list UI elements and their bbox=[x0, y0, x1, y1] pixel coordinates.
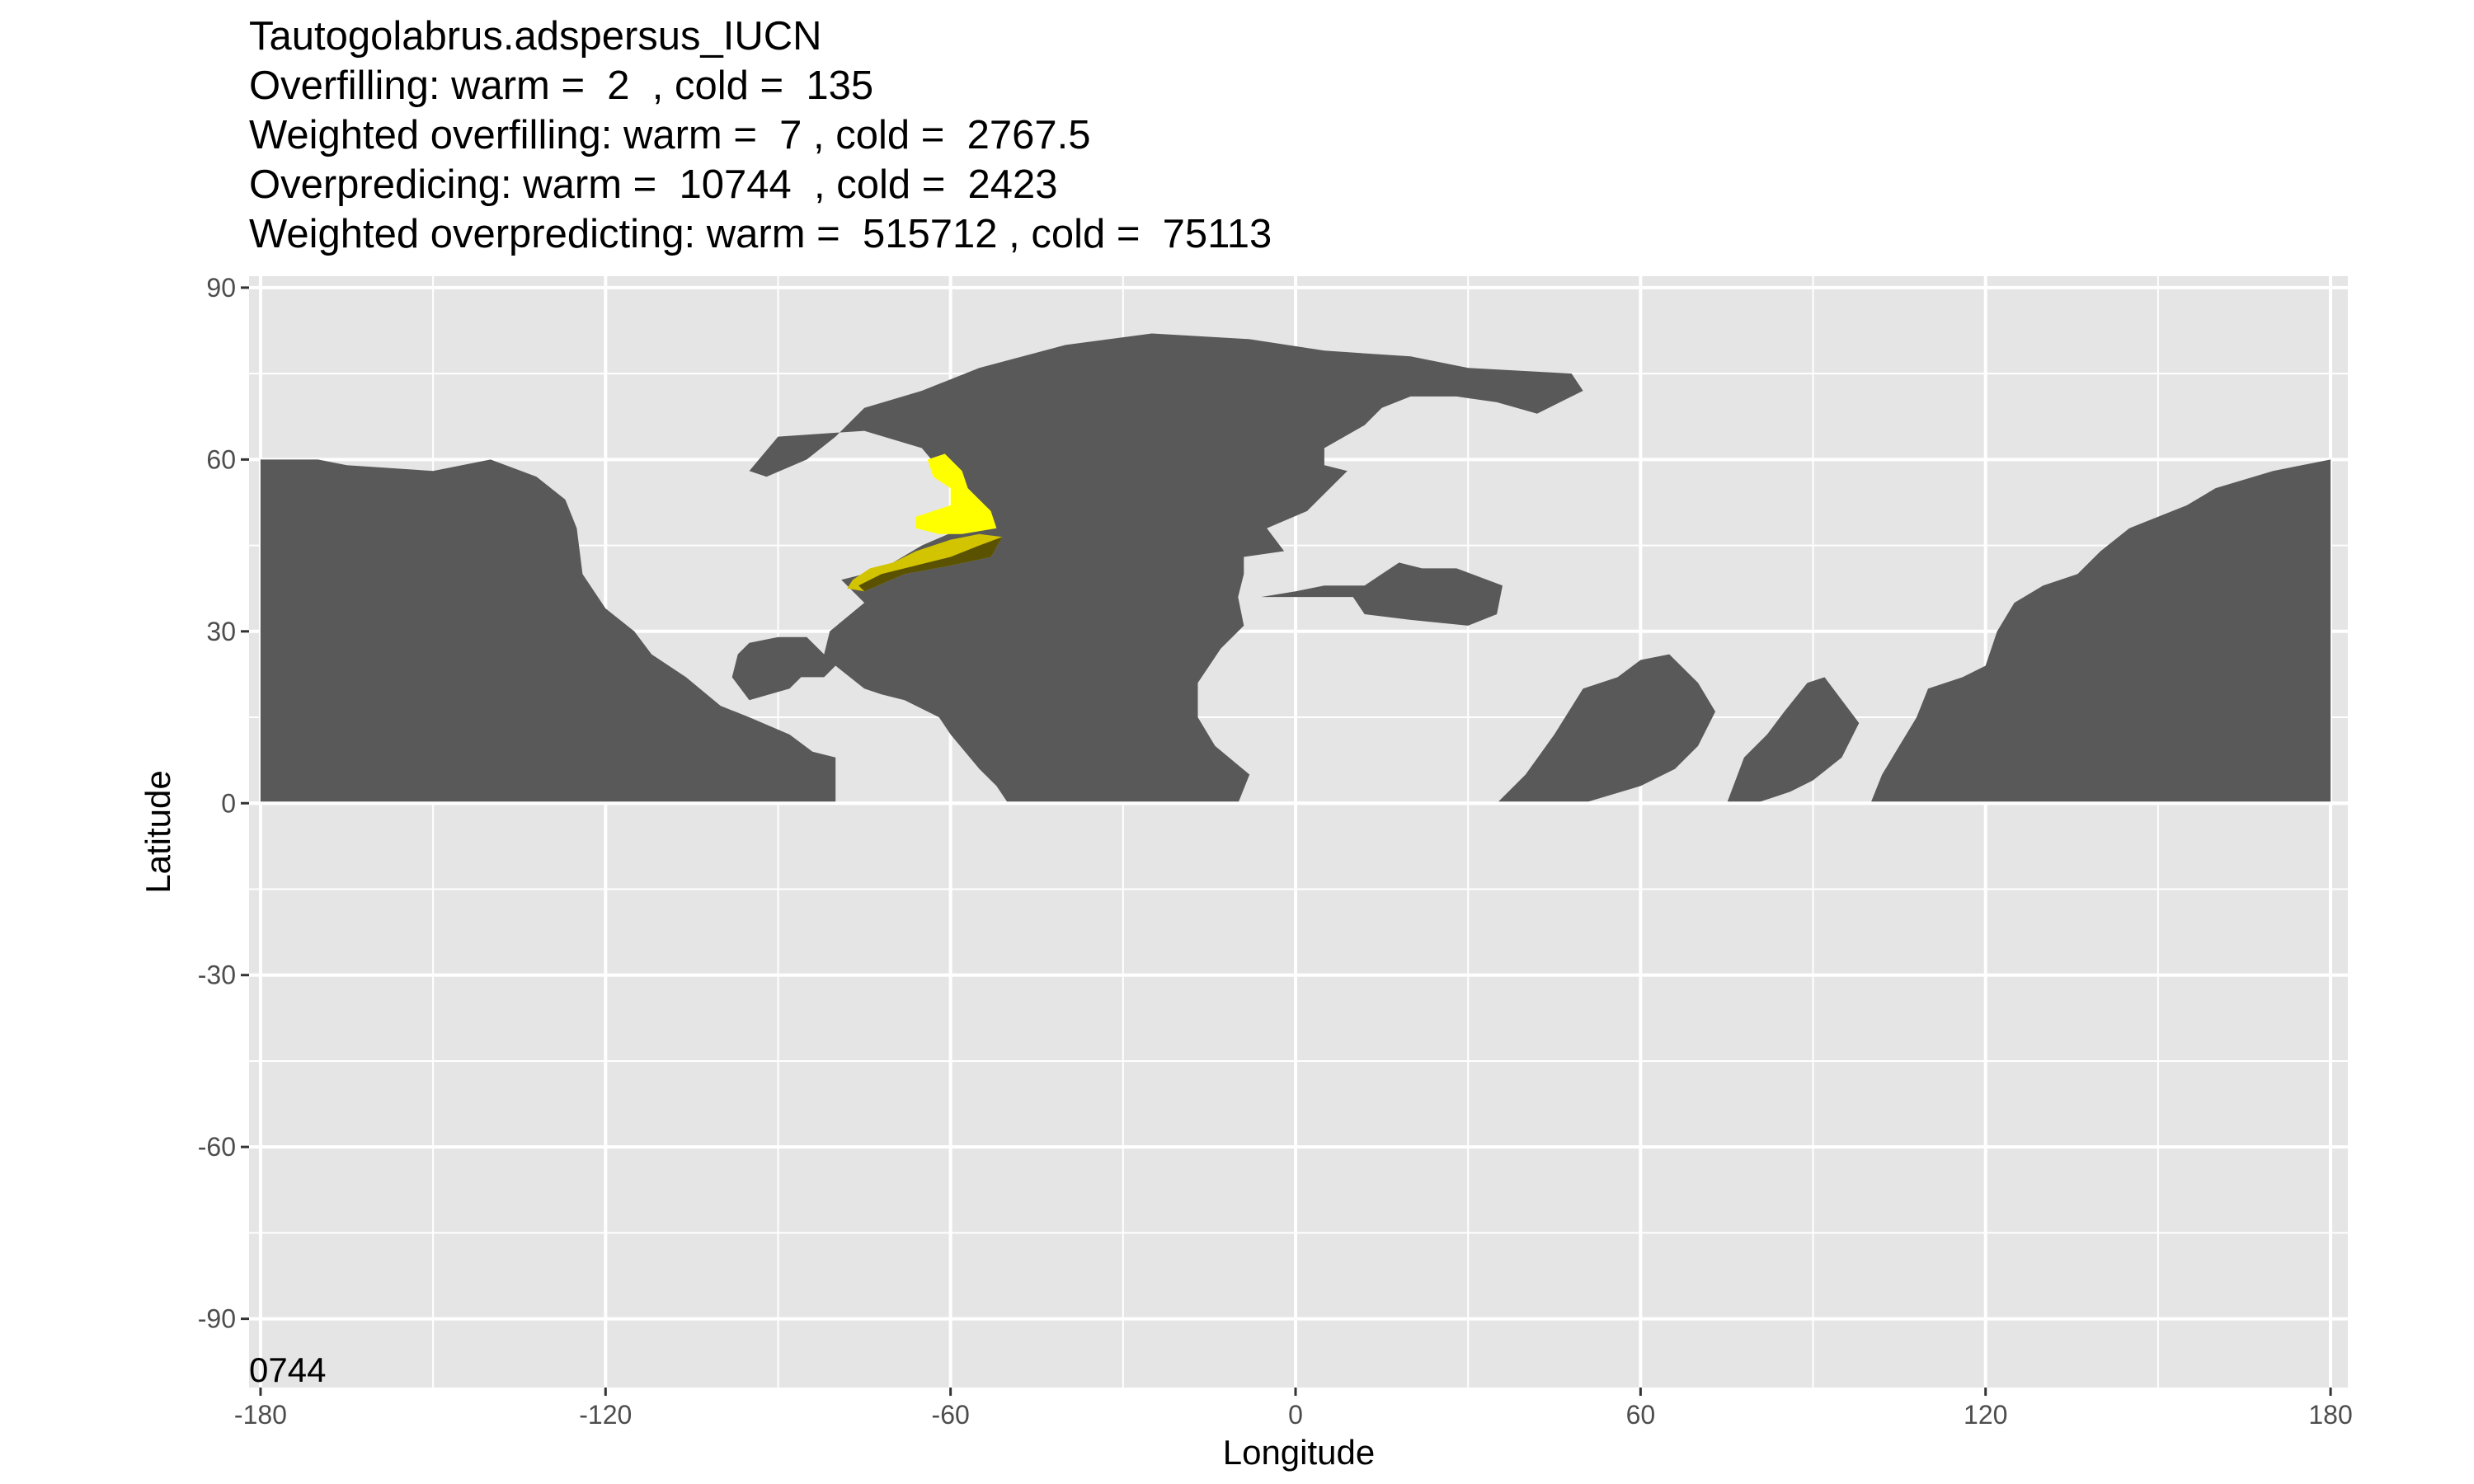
y-tick-label: 60 bbox=[206, 444, 236, 474]
y-tick-label: -60 bbox=[198, 1132, 236, 1162]
y-tick-label: -30 bbox=[198, 960, 236, 990]
corner-annotation: 0744 bbox=[249, 1350, 326, 1389]
map-region-layer0-4 bbox=[1727, 677, 1860, 804]
x-tick-label: -120 bbox=[579, 1400, 632, 1430]
map-region-layer0-0 bbox=[260, 459, 836, 804]
chart-title-weighted-overfilling: Weighted overfilling: warm = 7 , cold = … bbox=[249, 113, 1091, 157]
y-tick-label: 90 bbox=[206, 273, 236, 303]
y-axis-title: Latitude bbox=[139, 770, 177, 893]
chart-title-block: Tautogolabrus.adspersus_IUCN Overfilling… bbox=[249, 12, 1272, 259]
chart-title-species: Tautogolabrus.adspersus_IUCN bbox=[249, 14, 822, 59]
x-tick-label: -180 bbox=[234, 1400, 287, 1430]
x-axis-title: Longitude bbox=[1223, 1433, 1376, 1472]
x-tick-label: 0 bbox=[1288, 1400, 1303, 1430]
y-tick-label: -90 bbox=[198, 1304, 236, 1334]
map-region-layer3-0 bbox=[915, 453, 997, 534]
chart-title-weighted-overpredicting: Weighted overpredicting: warm = 515712 ,… bbox=[249, 212, 1272, 256]
map-region-layer0-1 bbox=[731, 333, 1583, 804]
y-tick-label: 30 bbox=[206, 617, 236, 646]
map-region-layer0-2 bbox=[1261, 562, 1503, 626]
map-layers bbox=[249, 333, 2348, 805]
map-region-layer0-3 bbox=[1497, 654, 1715, 804]
y-tick-label: 0 bbox=[221, 788, 236, 818]
x-tick-label: 60 bbox=[1626, 1400, 1656, 1430]
axes: -180 -120 -60 0 60 120 180 90 60 30 0 -30 -60 -90 bbox=[198, 273, 2353, 1430]
chart-title-overfilling: Overfilling: warm = 2 , cold = 135 bbox=[249, 63, 874, 108]
x-tick-label: -60 bbox=[932, 1400, 970, 1430]
chart-title-overpredicting: Overpredicing: warm = 10744 , cold = 242… bbox=[249, 162, 1058, 207]
x-tick-label: 180 bbox=[2308, 1400, 2352, 1430]
map-region-layer2-0 bbox=[858, 537, 1003, 592]
map-region-layer0-5 bbox=[1870, 459, 2331, 804]
x-tick-label: 120 bbox=[1964, 1400, 2007, 1430]
